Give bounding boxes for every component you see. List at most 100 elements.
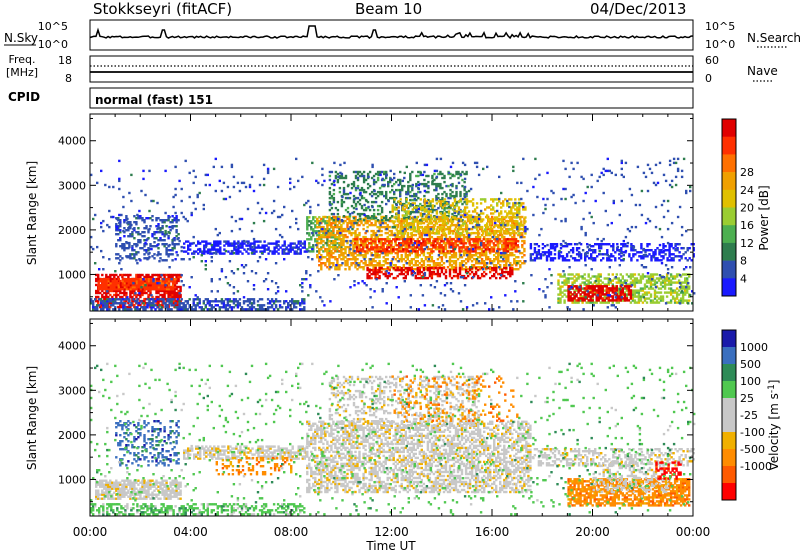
heatmap-cell (159, 275, 162, 279)
heatmap-cell (270, 306, 274, 309)
heatmap-cell (498, 248, 501, 251)
heatmap-cell (175, 285, 178, 289)
heatmap-cell (145, 225, 148, 228)
heatmap-cell (101, 278, 104, 281)
heatmap-cell (376, 208, 380, 212)
heatmap-cell (250, 304, 254, 307)
heatmap-cell (115, 284, 118, 287)
heatmap-cell (131, 231, 134, 234)
heatmap-cell (256, 300, 260, 303)
heatmap-cell (133, 293, 136, 297)
heatmap-cell (117, 257, 120, 260)
heatmap-cell (139, 280, 143, 283)
heatmap-cell (295, 302, 298, 305)
heatmap-cell (101, 295, 104, 299)
heatmap-cell (192, 300, 195, 303)
heatmap-cell (171, 284, 175, 287)
heatmap-cell (395, 180, 398, 184)
heatmap-cell (119, 284, 122, 287)
heatmap-cell (149, 282, 153, 285)
heatmap-cell (293, 302, 296, 305)
heatmap-cell (391, 215, 394, 218)
heatmap-cell (283, 240, 286, 243)
heatmap-cell (139, 295, 142, 299)
heatmap-cell (131, 233, 134, 236)
heatmap-cell (97, 291, 100, 295)
heatmap-cell (380, 219, 384, 222)
heatmap-cell (173, 219, 176, 222)
heatmap-cell (143, 239, 146, 242)
heatmap-cell (147, 231, 150, 234)
heatmap-cell (419, 198, 422, 201)
heatmap-cell (172, 298, 175, 301)
heatmap-cell (163, 288, 167, 291)
heatmap-cell (250, 298, 254, 301)
heatmap-cell (167, 284, 171, 287)
heatmap-cell (130, 308, 133, 311)
heatmap-cell (662, 255, 665, 258)
heatmap-cell (226, 298, 230, 301)
heatmap-cell (186, 302, 189, 305)
heatmap-cell (165, 289, 168, 293)
heatmap-cell (163, 282, 167, 285)
heatmap-cell (171, 275, 174, 279)
heatmap-cell (443, 228, 447, 231)
freq-frame (89, 55, 694, 83)
heatmap-cell (320, 217, 323, 221)
heatmap-cell (112, 304, 115, 307)
heatmap-cell (131, 299, 134, 303)
heatmap-cell (175, 293, 178, 297)
heatmap-cell (105, 291, 108, 295)
heatmap-cell (167, 286, 171, 289)
heatmap-cell (303, 298, 306, 301)
heatmap-cell (388, 268, 391, 272)
heatmap-cell (239, 242, 242, 245)
heatmap-cell (419, 212, 422, 215)
heatmap-cell (479, 226, 483, 229)
heatmap-cell (163, 280, 167, 283)
heatmap-cell (133, 303, 136, 307)
heatmap-cell (401, 184, 404, 188)
heatmap-cell (219, 240, 222, 243)
heatmap-cell (173, 217, 176, 220)
heatmap-cell (165, 219, 168, 222)
heatmap-cell (97, 289, 100, 293)
heatmap-cell (129, 284, 133, 287)
heatmap-cell (291, 300, 294, 303)
heatmap-cell (356, 227, 359, 231)
heatmap-cell (180, 308, 183, 311)
heatmap-cell (431, 198, 435, 201)
heatmap-cell (123, 293, 126, 297)
heatmap-cell (405, 198, 408, 201)
heatmap-cell (228, 304, 232, 307)
heatmap-cell (119, 285, 122, 289)
heatmap-cell (359, 244, 363, 247)
heatmap-cell (182, 302, 185, 305)
heatmap-cell (634, 249, 637, 252)
heatmap-cell (523, 239, 526, 243)
heatmap-cell (179, 293, 182, 297)
heatmap-cell (149, 288, 153, 291)
heatmap-cell (362, 227, 365, 231)
heatmap-cell (175, 275, 178, 279)
heatmap-cell (133, 253, 136, 256)
heatmap-cell (440, 256, 444, 259)
beam-title: Beam 10 (355, 0, 422, 18)
heatmap-cell (166, 300, 169, 303)
heatmap-cell (143, 231, 146, 234)
heatmap-cell (523, 247, 526, 251)
heatmap-cell (146, 306, 149, 309)
heatmap-cell (137, 284, 141, 287)
heatmap-cell (510, 198, 513, 201)
heatmap-cell (167, 295, 170, 299)
heatmap-cell (129, 295, 132, 299)
heatmap-cell (123, 278, 127, 281)
heatmap-cell (169, 293, 172, 297)
heatmap-cell (370, 251, 373, 255)
heatmap-cell (182, 308, 185, 311)
heatmap-cell (197, 248, 200, 251)
heatmap-cell (137, 275, 140, 279)
heatmap-cell (602, 253, 605, 256)
heatmap-cell (268, 302, 272, 305)
